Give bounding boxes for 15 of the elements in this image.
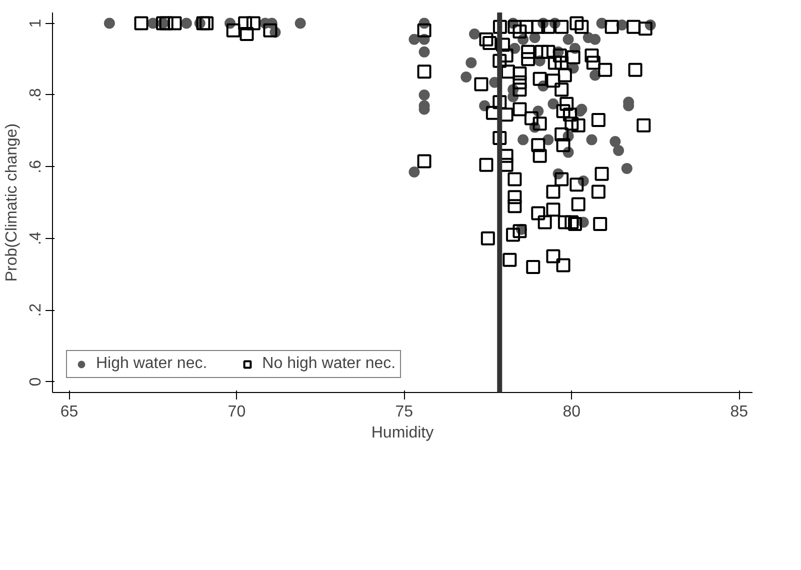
x-axis-title: Humidity [371,424,434,442]
legend-label: High water nec. [96,355,208,373]
y-tick-label: 1 [28,18,44,28]
x-tick-label: 65 [60,404,78,420]
x-tick-label: 70 [228,404,246,420]
y-tick-label: .8 [28,88,44,102]
y-tick-label: .4 [28,232,44,246]
y-tick-label: .2 [28,303,44,317]
x-tick-label: 80 [562,404,581,420]
x-tick-label: 75 [395,404,414,420]
y-tick-label: .6 [28,160,44,174]
y-tick-label: 0 [28,377,44,386]
x-tick-label: 85 [730,404,748,420]
legend-label: No high water nec. [262,355,396,373]
y-axis-title: Prob(Climatic change) [4,123,20,282]
